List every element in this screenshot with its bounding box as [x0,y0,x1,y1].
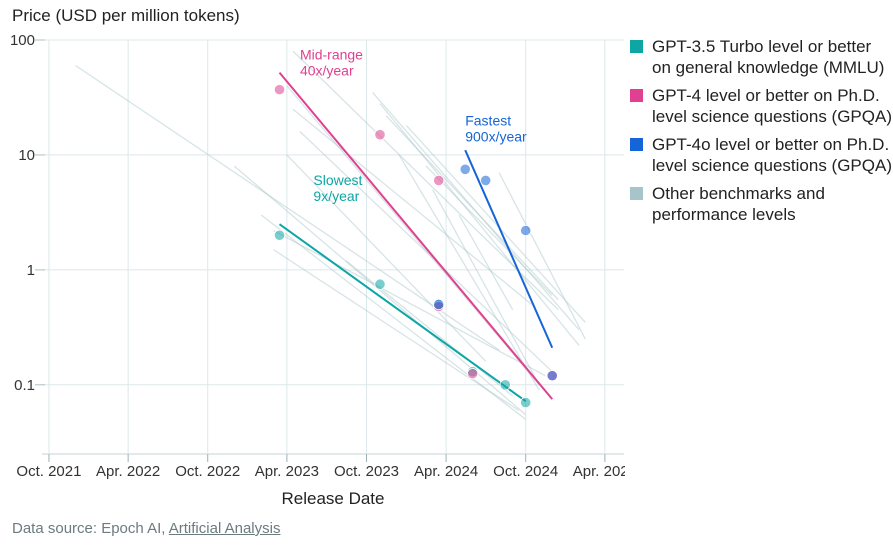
data-point-series-1 [273,84,286,96]
other-benchmark-lines [75,50,586,420]
legend-item-gpt4-gpqa: GPT-4 level or better on Ph.D. level sci… [630,85,892,127]
legend-label: GPT-3.5 Turbo level or better on general… [652,37,885,77]
x-tick-label: Oct. 2024 [493,463,558,480]
trend-line-series-1 [278,71,553,400]
data-point-series-0 [499,379,511,391]
x-tick-label: Oct. 2021 [16,463,81,480]
data-point-series-2 [480,174,492,187]
legend: GPT-3.5 Turbo level or better on general… [630,36,892,232]
y-tick-label: 0.1 [14,377,35,394]
legend-item-mmlu: GPT-3.5 Turbo level or better on general… [630,36,892,78]
artificial-analysis-link[interactable]: Artificial Analysis [168,520,281,537]
y-axis-title: Price (USD per million tokens) [12,6,240,25]
legend-swatch [630,40,643,53]
x-axis-title: Release Date [281,489,384,508]
data-point-series-0 [273,229,286,241]
tick-labels: 100 10 1 0.1 Oct. 2021 Apr. 2022 Oct. 2022 Apr.… [10,32,625,480]
trend-lines [278,71,554,403]
data-point-series-2 [459,163,471,175]
other-benchmark-line [398,154,540,391]
legend-swatch [630,89,643,102]
trend-line-series-0 [278,223,527,403]
legend-item-gpt4o-gpqa: GPT-4o level or better on Ph.D. level sc… [630,134,892,176]
other-benchmark-line [75,64,500,351]
x-tick-label: Apr. 2023 [255,463,319,480]
other-benchmark-line [273,229,546,377]
x-tick-label: Apr. 2022 [96,463,160,480]
y-tick-label: 10 [18,147,35,164]
data-points [273,84,558,409]
other-benchmark-line [498,172,586,340]
annotation-label: 9x/year [313,188,359,204]
annotation-label: 40x/year [300,62,354,78]
other-benchmark-line [345,260,514,397]
other-benchmark-line [286,154,487,362]
other-benchmark-line [372,91,580,331]
data-point-series-1 [433,174,445,187]
other-benchmark-line [432,189,540,386]
x-tick-label: Oct. 2023 [334,463,399,480]
data-point-series-2 [433,298,445,311]
other-benchmark-line [292,50,559,311]
grid [35,39,624,462]
data-point-series-2 [546,370,558,382]
legend-label: GPT-4o level or better on Ph.D. level sc… [652,135,892,175]
x-tick-label: Apr. 2024 [414,463,478,480]
legend-label: Other benchmarks and performance levels [652,184,825,224]
other-benchmark-line [233,165,527,416]
chart: Price (USD per million tokens) Release D… [10,6,625,508]
other-benchmark-line [260,214,527,420]
other-benchmark-line [379,103,580,346]
legend-swatch [630,187,643,200]
other-benchmark-line [385,115,559,301]
y-tick-label: 100 [10,32,35,49]
annotation-label: Fastest [465,113,511,129]
legend-label: GPT-4 level or better on Ph.D. level sci… [652,86,892,126]
legend-item-other: Other benchmarks and performance levels [630,183,892,225]
data-point-series-0 [374,278,386,290]
other-benchmark-line [425,165,553,296]
data-point-series-2 [520,224,532,237]
data-source-note: Data source: Epoch AI, Artificial Analys… [12,520,280,537]
annotation-label: Mid-range [300,46,363,62]
other-benchmark-line [286,85,540,386]
trend-line-series-2 [464,149,554,349]
y-tick-label: 1 [27,262,35,279]
x-tick-label: Oct. 2022 [175,463,240,480]
data-source-prefix: Data source: Epoch AI, [12,520,169,537]
legend-swatch [630,138,643,151]
annotation-label: Slowest [313,172,362,188]
other-benchmark-line [299,131,553,373]
other-benchmark-line [458,214,514,311]
data-point-series-1 [374,129,386,141]
annotation-label: 900x/year [465,129,527,145]
data-point-series-1 [467,368,479,380]
other-benchmark-line [406,125,586,323]
other-benchmark-line [292,108,533,305]
other-benchmark-line [273,249,520,411]
data-point-series-0 [520,397,532,409]
x-tick-label: Apr. 2025 [573,463,625,480]
